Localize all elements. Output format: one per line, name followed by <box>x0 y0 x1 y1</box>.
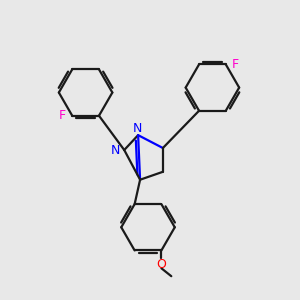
Text: F: F <box>232 58 239 71</box>
Text: N: N <box>132 122 142 135</box>
Text: F: F <box>59 109 66 122</box>
Text: N: N <box>111 143 120 157</box>
Text: O: O <box>157 258 166 271</box>
